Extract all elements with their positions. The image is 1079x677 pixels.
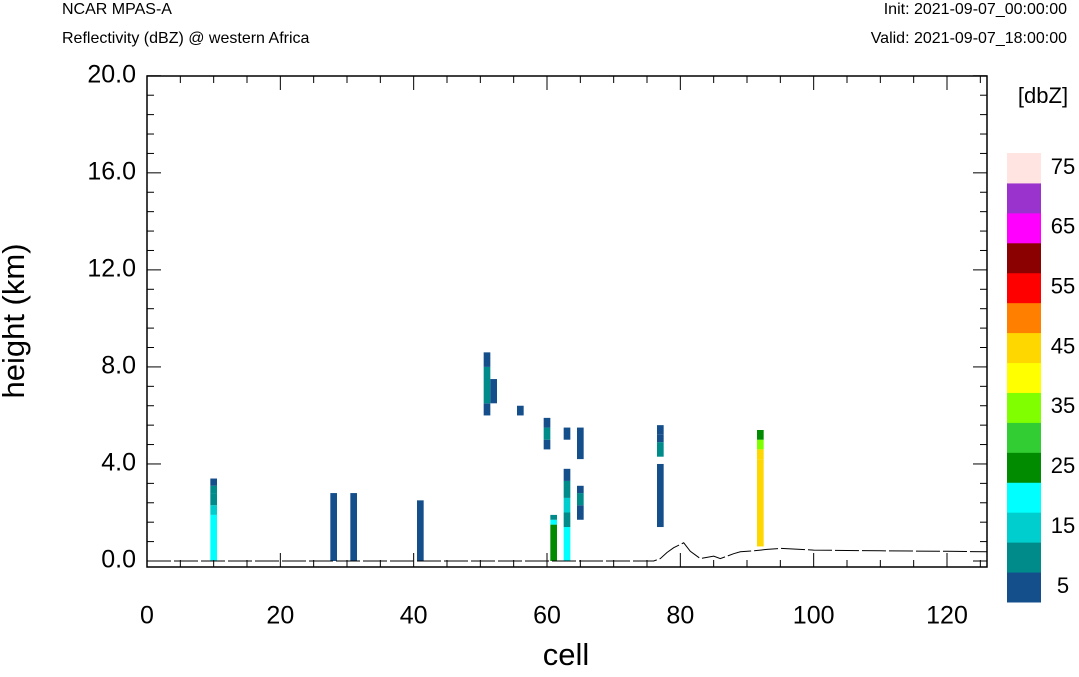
reflectivity-cell-21 (563, 497, 571, 513)
colorbar-tick-label: 5 (1057, 573, 1069, 598)
reflectivity-cell-5 (330, 493, 337, 561)
reflectivity-cell-18 (550, 514, 557, 520)
colorbar-tick-label: 65 (1051, 214, 1075, 239)
x-tick-label: 120 (926, 602, 968, 630)
reflectivity-cell-10 (483, 352, 491, 367)
reflectivity-cell-13 (543, 439, 551, 450)
y-tick-label: 20.0 (87, 60, 136, 88)
reflectivity-cell-0 (210, 514, 217, 561)
reflectivity-cell-24 (563, 427, 571, 440)
x-tick-label: 80 (666, 602, 694, 630)
valid-time: Valid: 2021-09-07_18:00:00 (870, 30, 1067, 47)
y-tick-label: 0.0 (101, 546, 136, 574)
reflectivity-cell-20 (563, 512, 571, 528)
colorbar-segment (1007, 242, 1041, 274)
colorbar-tick-label: 55 (1051, 274, 1075, 299)
reflectivity-cell-1 (210, 505, 217, 515)
colorbar-segment (1007, 482, 1041, 513)
y-tick-label: 16.0 (87, 157, 136, 185)
reflectivity-cell-32 (657, 425, 664, 435)
reflectivity-cell-27 (577, 485, 584, 494)
reflectivity-cell-2 (210, 493, 217, 506)
colorbar-segment (1007, 362, 1041, 393)
colorbar-tick-label: 25 (1051, 453, 1075, 478)
reflectivity-cell-3 (210, 485, 217, 494)
colorbar-unit-label: [dbZ] (1018, 83, 1068, 108)
reflectivity-cell-36 (757, 430, 764, 440)
plot-area (147, 352, 988, 562)
reflectivity-cell-19 (563, 527, 571, 561)
reflectivity-cell-9 (483, 366, 491, 404)
reflectivity-cell-28 (577, 427, 584, 460)
reflectivity-cell-22 (563, 480, 571, 498)
reflectivity-cell-25 (577, 505, 584, 520)
colorbar-tick-label: 35 (1051, 393, 1075, 418)
reflectivity-cell-11 (490, 379, 497, 404)
colorbar-segment (1007, 542, 1041, 573)
x-axis-label: cell (543, 637, 590, 672)
colorbar-tick-label: 75 (1051, 154, 1075, 179)
colorbar-segment (1007, 512, 1041, 543)
colorbar-segment (1007, 332, 1041, 364)
reflectivity-cell-17 (550, 519, 557, 525)
colorbar-tick-label: 45 (1051, 333, 1075, 358)
chart-title: NCAR MPAS-A (62, 1, 172, 18)
reflectivity-cell-14 (543, 427, 551, 440)
y-tick-label: 4.0 (101, 449, 136, 477)
colorbar: 5 15 25 35 45 55 65 75 (1007, 153, 1075, 603)
y-axis-label: height (km) (0, 243, 31, 398)
reflectivity-cell-4 (210, 478, 217, 486)
reflectivity-cell-8 (483, 403, 491, 416)
reflectivity-cell-23 (563, 468, 571, 481)
colorbar-segment (1007, 392, 1041, 423)
colorbar-segment (1007, 182, 1041, 214)
colorbar-tick-label: 15 (1051, 513, 1075, 538)
init-time: Init: 2021-09-07_00:00:00 (883, 1, 1067, 18)
reflectivity-cell-30 (657, 442, 664, 457)
reflectivity-cell-29 (657, 463, 664, 528)
colorbar-segment (1007, 212, 1041, 244)
reflectivity-cell-12 (517, 405, 524, 416)
reflectivity-cell-7 (417, 500, 424, 561)
x-tick-label: 40 (400, 602, 428, 630)
reflectivity-cell-31 (657, 434, 664, 443)
chart-subtitle: Reflectivity (dBZ) @ western Africa (62, 30, 310, 47)
colorbar-segment (1007, 452, 1041, 483)
axes: 0 20 40 60 80 100 120 0.0 4.0 8.0 12.0 16.0 20.0 (87, 60, 988, 630)
colorbar-segment (1007, 302, 1041, 334)
reflectivity-cell-6 (350, 493, 357, 561)
reflectivity-cell-15 (543, 417, 551, 428)
reflectivity-cell-16 (550, 524, 557, 561)
colorbar-segment (1007, 572, 1041, 603)
reflectivity-cell-26 (577, 493, 584, 506)
x-tick-label: 0 (140, 602, 154, 630)
reflectivity-cell-33 (757, 459, 764, 547)
reflectivity-cell-34 (757, 449, 764, 460)
colorbar-segment (1007, 272, 1041, 304)
x-tick-label: 60 (533, 602, 561, 630)
plot-frame (146, 75, 988, 568)
reflectivity-cell-35 (757, 439, 764, 450)
x-tick-label: 20 (266, 602, 294, 630)
x-tick-label: 100 (793, 602, 835, 630)
terrain-line (147, 542, 988, 562)
colorbar-segment (1007, 153, 1041, 184)
y-tick-label: 12.0 (87, 254, 136, 282)
colorbar-segment (1007, 422, 1041, 453)
y-tick-label: 8.0 (101, 352, 136, 380)
